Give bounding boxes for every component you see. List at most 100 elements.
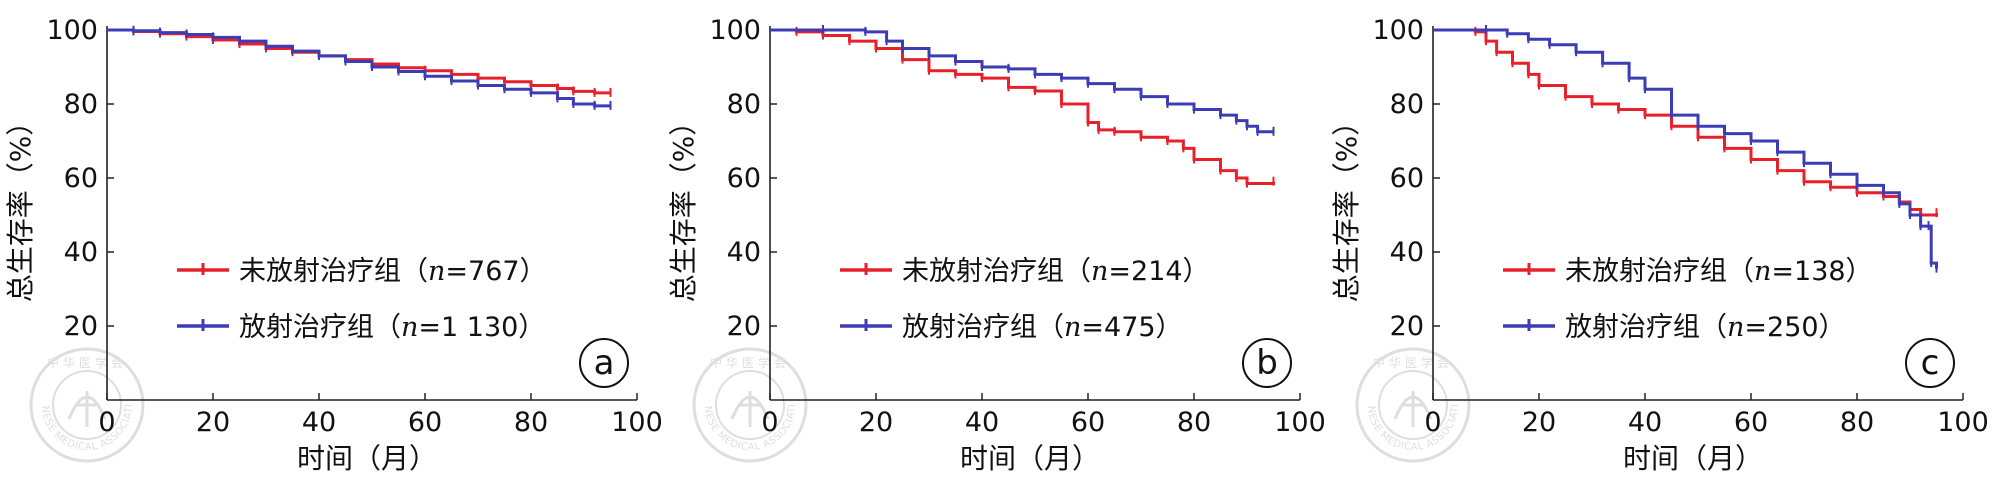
legend-label-suffix: =767） <box>445 256 546 287</box>
y-tick-label: 40 <box>64 237 98 268</box>
legend-label-suffix: =138） <box>1771 256 1872 287</box>
x-tick-label: 60 <box>1734 407 1768 438</box>
legend-label-suffix: =1 130） <box>418 312 545 343</box>
x-axis-title: 时间（月） <box>297 442 437 475</box>
y-tick-label: 60 <box>727 163 761 194</box>
panel-letter: b <box>1256 343 1278 383</box>
y-tick-label: 40 <box>1390 237 1424 268</box>
legend-label-suffix: =250） <box>1744 312 1845 343</box>
legend: 未放射治疗组（n=767）放射治疗组（n=1 130） <box>177 256 547 343</box>
panel-letter: a <box>594 343 615 383</box>
legend-label-prefix: 放射治疗组（ <box>239 312 401 343</box>
seal-inner-ring <box>52 370 122 440</box>
x-tick-label: 0 <box>1424 407 1441 438</box>
survival-panel-a: CHINESE MEDICAL ASSOCIATION中华医学会02040608… <box>0 0 663 475</box>
series-line-untreated <box>1433 28 1938 217</box>
x-tick-label: 80 <box>1177 407 1211 438</box>
x-tick-label: 100 <box>611 407 663 438</box>
chinese-medical-association-seal-icon <box>67 391 107 427</box>
legend-label-prefix: 未放射治疗组（ <box>1565 256 1754 287</box>
seal-outer-ring <box>29 347 145 463</box>
legend-label-n: n <box>1754 256 1771 287</box>
x-tick-label: 100 <box>1274 407 1326 438</box>
y-tick-label: 100 <box>709 15 761 46</box>
y-tick-label: 20 <box>727 311 761 342</box>
legend-label-suffix: =214） <box>1108 256 1209 287</box>
censor-marks <box>1474 26 1938 219</box>
y-axis-title: 总生存率（%） <box>4 108 37 303</box>
y-tick-label: 20 <box>64 311 98 342</box>
y-tick-label: 20 <box>1390 311 1424 342</box>
y-tick-label: 40 <box>727 237 761 268</box>
series-line-radiotherapy <box>107 28 611 108</box>
legend-label: 放射治疗组（n=1 130） <box>239 312 545 343</box>
x-tick-label: 40 <box>302 407 336 438</box>
survival-panel-b: CHINESE MEDICAL ASSOCIATION中华医学会02040608… <box>0 0 1326 475</box>
x-tick-label: 80 <box>514 407 548 438</box>
panel-letter: c <box>1921 343 1940 383</box>
panel-letter-circle <box>1242 338 1292 388</box>
legend-label: 未放射治疗组（n=138） <box>1565 256 1873 287</box>
legend-label-n: n <box>1091 256 1108 287</box>
y-tick-label: 100 <box>46 15 98 46</box>
y-axis-title: 总生存率（%） <box>667 108 700 303</box>
chinese-medical-association-seal-icon <box>1393 391 1433 427</box>
series-line-radiotherapy <box>770 28 1274 134</box>
y-tick-label: 80 <box>64 89 98 120</box>
legend: 未放射治疗组（n=214）放射治疗组（n=475） <box>840 256 1210 343</box>
legend-label-prefix: 放射治疗组（ <box>1565 312 1727 343</box>
legend-label-prefix: 未放射治疗组（ <box>902 256 1091 287</box>
legend-label: 未放射治疗组（n=767） <box>239 256 547 287</box>
legend-label-n: n <box>401 312 418 343</box>
watermark-seal: CHINESE MEDICAL ASSOCIATION中华医学会 <box>0 0 1471 463</box>
censor-marks <box>132 25 612 110</box>
watermark-top-text: 中华医学会 <box>710 355 790 370</box>
legend-label-prefix: 未放射治疗组（ <box>239 256 428 287</box>
chinese-medical-association-seal-icon <box>730 391 770 427</box>
legend-label: 放射治疗组（n=475） <box>902 312 1183 343</box>
x-axis-title: 时间（月） <box>1623 442 1763 475</box>
y-axis-title: 总生存率（%） <box>1330 108 1363 303</box>
survival-panel-c: CHINESE MEDICAL ASSOCIATION中华医学会02040608… <box>0 0 1989 475</box>
legend: 未放射治疗组（n=138）放射治疗组（n=250） <box>1503 256 1873 343</box>
x-tick-label: 20 <box>196 407 230 438</box>
y-tick-label: 80 <box>1390 89 1424 120</box>
watermark-top-text: 中华医学会 <box>1373 355 1453 370</box>
censor-marks <box>822 25 1275 136</box>
x-axis-title: 时间（月） <box>960 442 1100 475</box>
x-tick-label: 0 <box>98 407 115 438</box>
seal-outer-ring <box>1355 347 1471 463</box>
y-tick-label: 100 <box>1372 15 1424 46</box>
x-tick-label: 100 <box>1937 407 1989 438</box>
x-tick-label: 80 <box>1840 407 1874 438</box>
y-tick-label: 80 <box>727 89 761 120</box>
x-tick-label: 40 <box>1628 407 1662 438</box>
watermark-top-text: 中华医学会 <box>47 355 127 370</box>
x-tick-label: 0 <box>761 407 778 438</box>
x-tick-label: 60 <box>408 407 442 438</box>
legend-label-n: n <box>1064 312 1081 343</box>
seal-inner-ring <box>715 370 785 440</box>
seal-outer-ring <box>692 347 808 463</box>
series-line-untreated <box>770 28 1275 186</box>
legend-label: 未放射治疗组（n=214） <box>902 256 1210 287</box>
watermark-ring-text: CHINESE MEDICAL ASSOCIATION <box>0 0 1461 453</box>
y-tick-label: 60 <box>64 163 98 194</box>
censor-marks <box>795 26 1275 188</box>
panel-letter-circle <box>579 338 629 388</box>
legend-label-n: n <box>428 256 445 287</box>
panel-letter-circle <box>1905 338 1955 388</box>
legend-label-n: n <box>1727 312 1744 343</box>
series-line-radiotherapy <box>1433 28 1938 269</box>
legend-label-prefix: 放射治疗组（ <box>902 312 1064 343</box>
x-tick-label: 20 <box>859 407 893 438</box>
legend-label: 放射治疗组（n=250） <box>1565 312 1846 343</box>
x-tick-label: 20 <box>1522 407 1556 438</box>
x-tick-label: 60 <box>1071 407 1105 438</box>
seal-inner-ring <box>1378 370 1448 440</box>
x-tick-label: 40 <box>965 407 999 438</box>
legend-label-suffix: =475） <box>1081 312 1182 343</box>
y-tick-label: 60 <box>1390 163 1424 194</box>
censor-marks <box>1485 25 1938 273</box>
